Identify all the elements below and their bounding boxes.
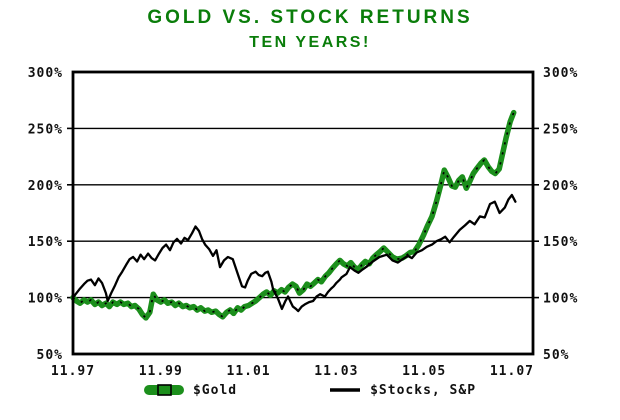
y-axis-tick-left: 200%	[28, 179, 63, 194]
y-axis-tick-right: 50%	[543, 348, 569, 363]
legend-stocks-label: $Stocks, S&P	[370, 382, 477, 398]
legend-item-gold: $Gold	[143, 382, 238, 398]
x-axis-tick: 11.99	[139, 364, 183, 379]
y-axis-tick-right: 150%	[543, 235, 578, 250]
stocks-series-line	[71, 193, 517, 313]
gold-series-line	[70, 109, 517, 321]
y-axis-tick-right: 300%	[543, 66, 578, 81]
legend: $Gold $Stocks, S&P	[0, 382, 620, 398]
chart-subtitle: TEN YEARS!	[249, 34, 371, 51]
y-axis-tick-left: 250%	[28, 122, 63, 137]
stocks-line-marker-icon	[330, 388, 361, 392]
x-axis-tick: 11.01	[227, 364, 271, 379]
y-axis-tick-left: 150%	[28, 235, 63, 250]
legend-gold-label: $Gold	[192, 382, 238, 398]
y-axis-tick-right: 250%	[543, 122, 578, 137]
x-axis-tick: 11.05	[402, 364, 446, 379]
gold-line-marker-icon	[143, 384, 184, 396]
x-axis-tick: 11.03	[314, 364, 358, 379]
gold-series-dots	[72, 112, 515, 319]
plot-border	[71, 70, 535, 356]
chart-title: GOLD VS. STOCK RETURNS	[147, 7, 473, 28]
x-axis-tick: 11.97	[51, 364, 95, 379]
y-axis-tick-right: 100%	[543, 292, 578, 307]
y-axis-tick-right: 200%	[543, 179, 578, 194]
y-axis-tick-left: 50%	[37, 348, 63, 363]
y-axis-tick-left: 300%	[28, 66, 63, 81]
y-axis-tick-left: 100%	[28, 292, 63, 307]
legend-item-stocks: $Stocks, S&P	[329, 382, 476, 398]
x-axis-tick: 11.07	[490, 364, 534, 379]
